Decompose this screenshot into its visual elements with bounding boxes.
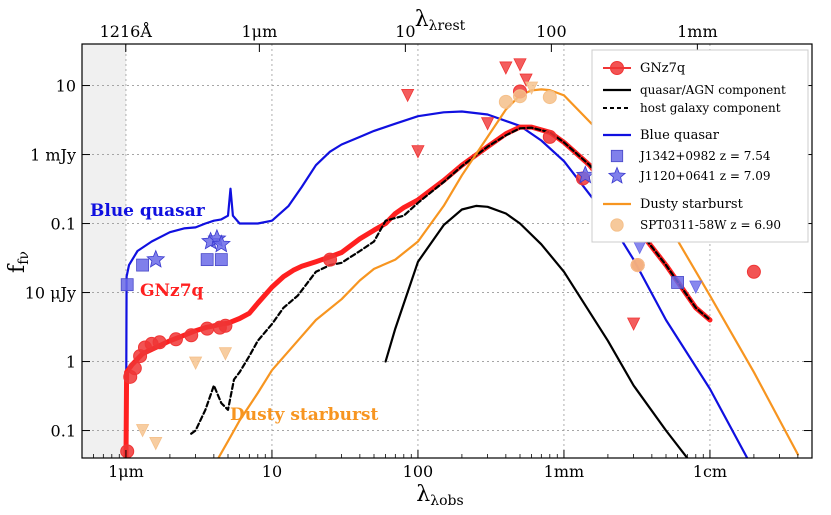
marker-j1342-0982-z-7-54-4: [671, 276, 684, 289]
series-blue-quasar: [124, 110, 749, 458]
legend-swatch-gnz7q: [603, 61, 631, 75]
legend-label-j1120: J1120+0641 z = 7.09: [638, 169, 770, 183]
marker-gnz7q-14: [542, 129, 557, 144]
legend-label-j1342: J1342+0982 z = 7.54: [638, 149, 771, 163]
marker-spt0311-58w-upper-limits-4: [524, 81, 539, 95]
marker-gnz7q-upper-limits-4: [411, 145, 425, 159]
top-tick-label-2: 10: [395, 22, 415, 41]
legend-swatch-j1342-0982-z-7-54: [610, 149, 624, 163]
x-axis-title-sub: λobs: [430, 493, 463, 509]
marker-gnz7q-upper-limits-6: [626, 317, 641, 331]
legend-swatch-gnz7q-dot: [610, 61, 624, 75]
x-tick-label-1: 10: [262, 462, 282, 481]
marker-spt0311-58w-upper-limits-0: [135, 424, 150, 438]
y-tick-label-2: 10 μJy: [25, 284, 76, 303]
y-axis-title: ffν: [5, 251, 32, 273]
annotation-dusty-starburst: Dusty starburst: [230, 405, 378, 425]
ticks: 1μm 10 100 1mm 1cm 1216Å 1μm 10 100 1mm 0.1 1 10 μJy…: [25, 21, 812, 481]
y-tick-label-4: 1 mJy: [30, 146, 76, 165]
marker-spt0311-58w-z-6-90-3: [630, 258, 645, 273]
marker-spt0311-58w-z-6-90-0: [498, 94, 513, 109]
marker-j1342-0982-z-7-54-1: [136, 258, 149, 272]
top-tick-label-0: 1216Å: [100, 21, 153, 41]
y-tick-label-1: 1: [66, 353, 76, 372]
marker-gnz7q-8: [184, 328, 199, 343]
marker-spt0311-58w-upper-limits-1: [149, 437, 163, 451]
marker-j1342-0982-z-7-54-0: [120, 278, 134, 292]
top-tick-label-3: 100: [536, 22, 567, 41]
x-tick-label-3: 1mm: [544, 462, 585, 481]
marker-gnz7q-upper-limits-0: [499, 61, 513, 75]
marker-gnz7q-12: [323, 252, 338, 267]
marker-gnz7q-11: [218, 318, 233, 333]
x-tick-label-0: 1μm: [108, 462, 144, 481]
legend-label-gnz7q: GNz7q: [640, 61, 685, 76]
y-tick-label-5: 10: [56, 77, 76, 96]
legend-swatch-j1120-0641-z-7-09: [607, 166, 627, 184]
marker-gnz7q-9: [200, 321, 215, 336]
marker-spt0311-58w-upper-limits-3: [218, 347, 233, 361]
y-tick-label-3: 0.1: [51, 215, 76, 234]
marker-gnz7q-upper-limits-5: [480, 117, 495, 131]
marker-j1120-0641-upper-limits-1: [633, 241, 647, 255]
legend-label-agn: quasar/AGN component: [640, 83, 786, 97]
plot-frame: [81, 43, 813, 459]
top-tick-label-1: 1μm: [241, 22, 277, 41]
marker-gnz7q-17: [746, 264, 761, 279]
marker-spt0311-58w-z-6-90-1: [513, 89, 527, 104]
marker-gnz7q-upper-limits-2: [519, 73, 533, 87]
marker-j1120-0641-z-7-09-3: [211, 234, 231, 253]
top-axis-title: λλrest: [415, 7, 466, 34]
legend-label-blue-quasar: Blue quasar: [640, 128, 720, 143]
legend-label-dusty-starburst: Dusty starburst: [640, 197, 744, 212]
marker-gnz7q-7: [168, 332, 183, 347]
annotation-blue-quasar: Blue quasar: [90, 201, 206, 221]
top-tick-label-4: 1mm: [677, 22, 718, 41]
series-quasar-agn-component: [384, 204, 689, 458]
series-host-galaxy-component: [190, 126, 712, 435]
x-axis-title: λλobs: [416, 482, 463, 509]
marker-gnz7q-upper-limits-1: [513, 58, 527, 72]
marker-j1342-0982-z-7-54-3: [214, 253, 228, 267]
marker-j1342-0982-z-7-54-2: [200, 253, 214, 267]
lyman-break-shade: [82, 44, 126, 458]
legend-label-spt0311: SPT0311-58W z = 6.90: [640, 218, 781, 232]
marker-spt0311-58w-upper-limits-2: [188, 356, 203, 370]
legend-box: [591, 49, 809, 243]
annotation-gnz7q: GNz7q: [140, 281, 204, 301]
marker-gnz7q-upper-limits-3: [400, 88, 415, 103]
legend-swatch-spt0311-58w-z-6-90: [610, 218, 624, 232]
y-tick-label-0: 0.1: [51, 422, 76, 441]
marker-j1120-0641-z-7-09-0: [146, 249, 166, 268]
legend-label-host: host galaxy component: [640, 101, 781, 115]
marker-layer: [120, 58, 761, 458]
top-axis-title-sub: λrest: [429, 18, 466, 34]
marker-gnz7q-0: [120, 444, 135, 458]
x-tick-label-4: 1cm: [693, 462, 727, 481]
legend: GNz7q quasar/AGN component host galaxy c…: [591, 49, 809, 243]
marker-gnz7q-6: [152, 335, 167, 350]
x-tick-label-2: 100: [403, 462, 434, 481]
y-axis-title-sub: fν: [16, 251, 32, 265]
marker-spt0311-58w-z-6-90-2: [542, 90, 557, 105]
marker-gnz7q-2: [127, 361, 142, 376]
marker-j1120-0641-upper-limits-2: [689, 280, 703, 294]
